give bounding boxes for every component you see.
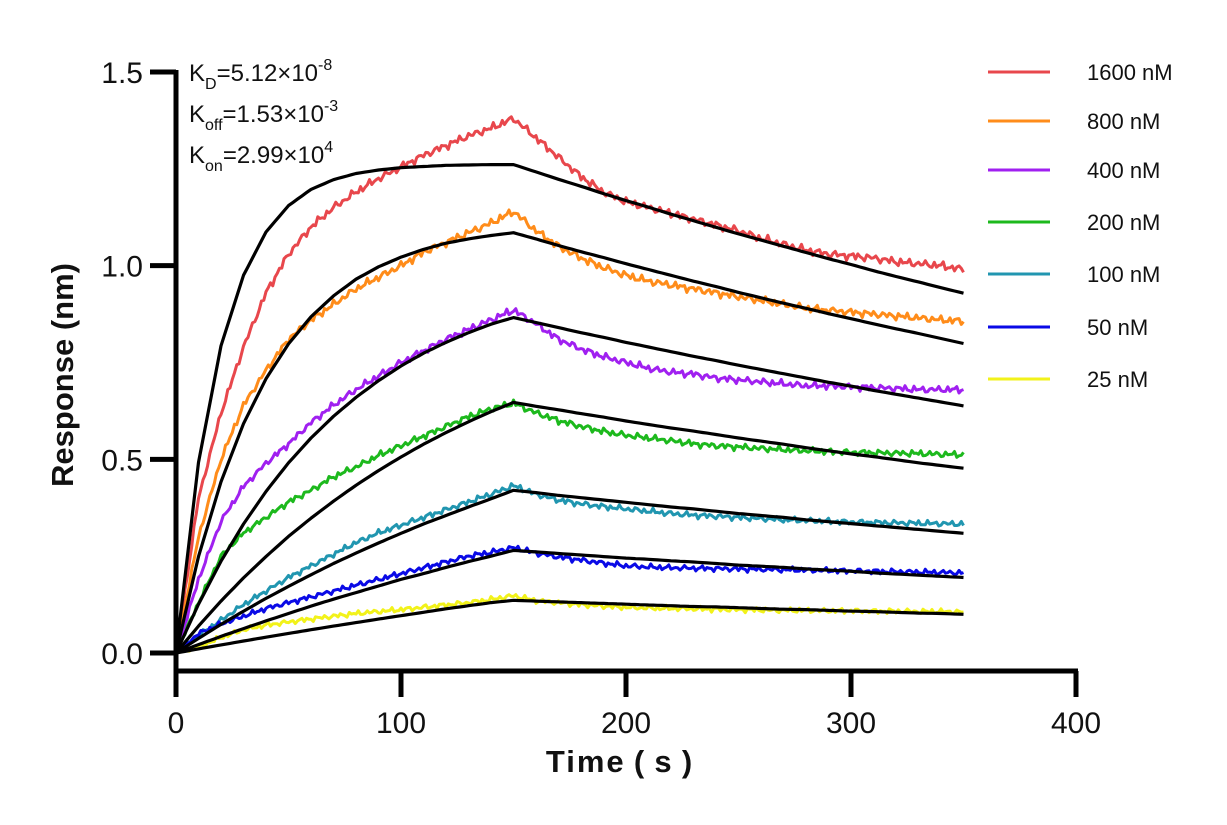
legend-label: 1600 nM bbox=[1087, 60, 1173, 85]
x-axis: 0 100 200 300 400 bbox=[168, 668, 1101, 740]
legend-item: 50 nM bbox=[988, 315, 1148, 340]
legend-label: 200 nM bbox=[1087, 210, 1160, 235]
fit-curve-200-nm bbox=[174, 400, 964, 655]
fit-curve-1600-nm bbox=[174, 163, 964, 654]
data-series-800-nm bbox=[174, 208, 965, 654]
x-tick-label: 300 bbox=[826, 707, 876, 740]
legend-item: 1600 nM bbox=[988, 60, 1173, 85]
data-series-1600-nm bbox=[174, 115, 965, 654]
legend-item: 200 nM bbox=[988, 210, 1160, 235]
legend-label: 50 nM bbox=[1087, 315, 1148, 340]
annotation-subscript: off bbox=[205, 117, 223, 134]
fit-curve-100-nm bbox=[175, 488, 964, 655]
plot-area bbox=[174, 115, 965, 655]
annotation-value: =5.12×10 bbox=[217, 60, 318, 87]
y-tick-label: 0.5 bbox=[101, 444, 143, 477]
legend: 1600 nM 800 nM 400 nM 200 nM 100 nM 50 nM 25 n… bbox=[988, 60, 1173, 392]
y-tick-label: 0.0 bbox=[101, 638, 143, 671]
annotation-subscript: on bbox=[205, 158, 223, 175]
x-tick-label: 200 bbox=[601, 707, 651, 740]
x-tick-label: 100 bbox=[376, 707, 426, 740]
annotation-symbol: K bbox=[189, 142, 205, 169]
y-axis-title: Response (nm) bbox=[45, 263, 80, 487]
fit-curve-25-nm bbox=[175, 598, 964, 655]
legend-item: 800 nM bbox=[988, 109, 1160, 134]
annotation-exponent: 4 bbox=[324, 139, 333, 156]
y-axis: 0.0 0.5 1.0 1.5 bbox=[101, 57, 179, 695]
annotation-koff: Koff=1.53×10-3 bbox=[189, 98, 338, 134]
legend-label: 400 nM bbox=[1087, 158, 1160, 183]
y-tick-label: 1.5 bbox=[101, 57, 143, 90]
y-tick-label: 1.0 bbox=[101, 251, 143, 284]
annotation-kd: KD=5.12×10-8 bbox=[189, 57, 332, 93]
annotation-symbol: K bbox=[189, 60, 205, 87]
annotation-value: =2.99×10 bbox=[223, 142, 324, 169]
x-tick-label: 0 bbox=[168, 707, 185, 740]
x-tick-label: 400 bbox=[1051, 707, 1101, 740]
legend-label: 800 nM bbox=[1087, 109, 1160, 134]
annotation-symbol: K bbox=[189, 101, 205, 128]
legend-label: 100 nM bbox=[1087, 262, 1160, 287]
legend-label: 25 nM bbox=[1087, 367, 1148, 392]
fit-curve-400-nm bbox=[174, 316, 964, 654]
fit-curve-800-nm bbox=[174, 231, 964, 654]
annotation-value: =1.53×10 bbox=[223, 101, 324, 128]
annotation-subscript: D bbox=[205, 76, 217, 93]
legend-item: 400 nM bbox=[988, 158, 1160, 183]
data-series-50-nm bbox=[175, 544, 965, 655]
annotation-exponent: -3 bbox=[324, 98, 338, 115]
legend-item: 100 nM bbox=[988, 262, 1160, 287]
annotation-exponent: -8 bbox=[318, 57, 332, 74]
legend-item: 25 nM bbox=[988, 367, 1148, 392]
annotation-kon: Kon=2.99×104 bbox=[189, 139, 333, 175]
fit-curve-50-nm bbox=[175, 548, 964, 655]
x-axis-title: Time ( s ) bbox=[546, 744, 694, 779]
